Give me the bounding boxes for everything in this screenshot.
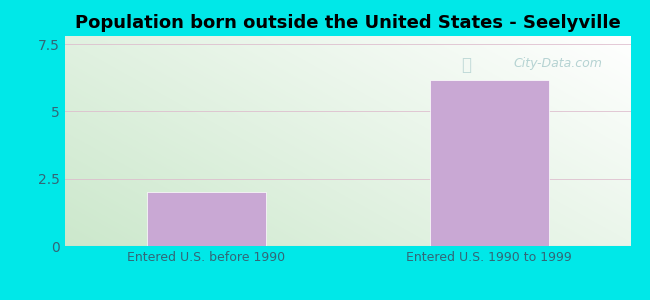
Bar: [147, 192, 266, 246]
Text: ⦿: ⦿: [461, 56, 471, 74]
Text: City-Data.com: City-Data.com: [514, 57, 602, 70]
Title: Population born outside the United States - Seelyville: Population born outside the United State…: [75, 14, 621, 32]
Bar: [430, 80, 549, 246]
